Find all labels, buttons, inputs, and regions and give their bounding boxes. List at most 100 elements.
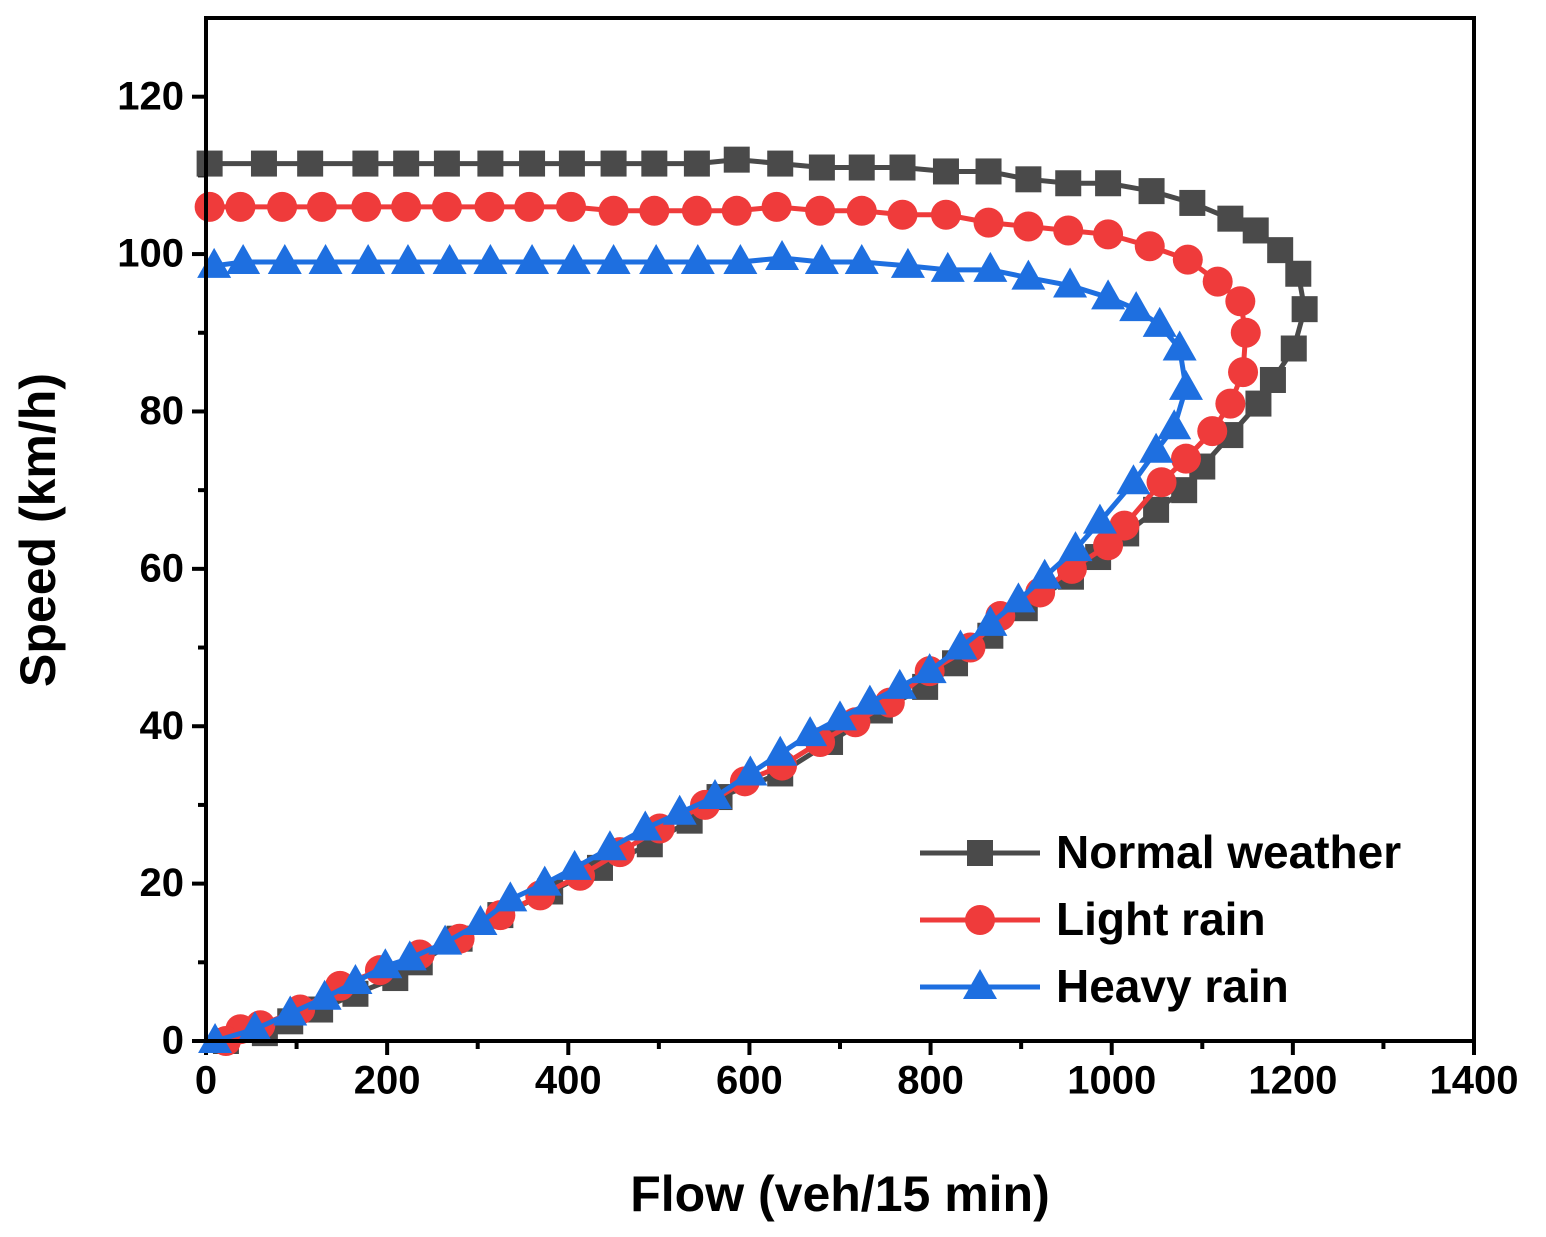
data-point — [1215, 388, 1246, 419]
series-line — [213, 255, 1189, 1044]
data-point — [267, 191, 298, 222]
data-point — [557, 849, 592, 880]
data-point — [250, 150, 277, 177]
data-point — [198, 1023, 233, 1053]
data-point — [514, 191, 545, 222]
data-point — [556, 243, 591, 274]
data-point — [767, 150, 794, 177]
data-point — [558, 150, 585, 177]
data-point — [887, 199, 918, 230]
data-point — [556, 191, 587, 222]
data-point — [1157, 409, 1192, 440]
data-point — [391, 191, 422, 222]
data-point — [1168, 369, 1203, 400]
data-point — [932, 158, 959, 185]
data-point — [763, 735, 798, 766]
data-point — [515, 243, 550, 274]
data-point — [1082, 503, 1117, 534]
data-point — [1197, 416, 1228, 447]
data-point — [393, 150, 420, 177]
y-tick-label: 20 — [140, 861, 185, 905]
data-point — [351, 243, 386, 274]
data-point — [474, 191, 505, 222]
data-point — [225, 191, 256, 222]
data-point — [1139, 432, 1174, 463]
data-point — [681, 195, 712, 226]
plot-frame — [204, 16, 1476, 1043]
data-point — [592, 830, 627, 861]
data-point — [433, 150, 460, 177]
data-point — [352, 150, 379, 177]
data-point — [194, 191, 225, 222]
data-point — [973, 605, 1008, 636]
data-point — [889, 154, 916, 181]
data-point — [1225, 286, 1256, 317]
data-point — [662, 794, 697, 825]
data-point — [596, 243, 631, 274]
data-point — [307, 979, 342, 1010]
legend-label: Light rain — [1056, 893, 1266, 945]
data-point — [1291, 296, 1318, 323]
data-point — [805, 195, 836, 226]
x-tick-label: 1400 — [1430, 1059, 1519, 1103]
data-point — [1202, 266, 1233, 297]
data-point — [432, 243, 467, 274]
data-point — [882, 668, 917, 699]
data-point — [1242, 217, 1269, 244]
data-point — [1138, 178, 1165, 205]
data-point — [1027, 558, 1062, 589]
data-point — [943, 629, 978, 660]
data-point — [765, 240, 800, 271]
data-point — [306, 191, 337, 222]
data-point — [912, 653, 947, 684]
data-point — [351, 191, 382, 222]
data-point — [723, 146, 750, 173]
data-point — [390, 243, 425, 274]
x-tick-label: 600 — [716, 1059, 783, 1103]
data-point — [804, 243, 839, 274]
data-point — [308, 243, 343, 274]
data-point — [431, 191, 462, 222]
x-tick-label: 0 — [195, 1059, 217, 1103]
data-point — [273, 995, 308, 1026]
y-tick-label: 120 — [117, 74, 184, 118]
data-point — [267, 243, 302, 274]
data-point — [368, 948, 403, 979]
data-point — [477, 150, 504, 177]
data-point — [297, 150, 324, 177]
data-point — [733, 755, 768, 786]
data-point — [527, 865, 562, 896]
data-point — [1228, 357, 1259, 388]
data-point — [1053, 215, 1084, 246]
y-tick-label: 100 — [117, 232, 184, 276]
data-point — [1119, 291, 1154, 322]
data-point — [1170, 443, 1201, 474]
data-point — [463, 904, 498, 935]
data-point — [600, 150, 627, 177]
data-point — [721, 195, 752, 226]
data-point — [852, 684, 887, 715]
data-point — [1146, 467, 1177, 498]
x-tick-label: 1200 — [1248, 1059, 1337, 1103]
x-tick-label: 1000 — [1067, 1059, 1156, 1103]
data-point — [1001, 582, 1036, 613]
x-axis-label: Flow (veh/15 min) — [630, 1166, 1050, 1222]
data-point — [641, 150, 668, 177]
data-point — [683, 150, 710, 177]
legend-marker — [963, 969, 997, 999]
data-point — [973, 251, 1008, 282]
legend-label: Normal weather — [1056, 826, 1401, 878]
data-point — [1116, 464, 1151, 495]
data-point — [1267, 237, 1294, 264]
data-point — [793, 716, 828, 747]
data-point — [846, 195, 877, 226]
data-point — [1280, 335, 1307, 362]
data-point — [519, 150, 546, 177]
y-tick-label: 40 — [140, 704, 185, 748]
data-point — [1058, 531, 1093, 562]
data-point — [493, 881, 528, 912]
data-point — [680, 243, 715, 274]
data-point — [338, 963, 373, 994]
data-point — [237, 1011, 272, 1042]
